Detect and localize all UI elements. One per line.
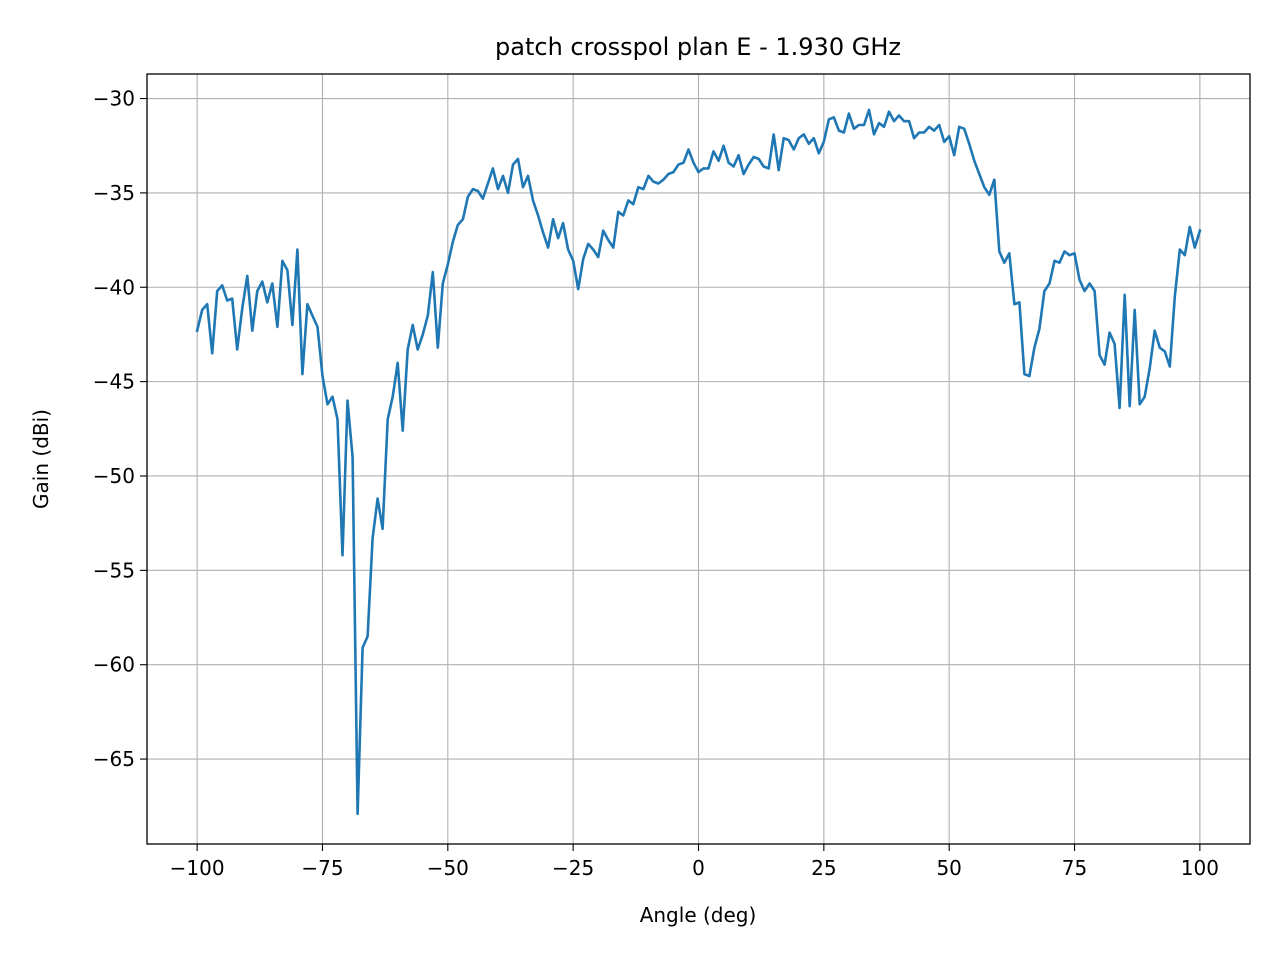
- x-tick-label: 0: [692, 856, 705, 880]
- x-tick-label: −75: [301, 856, 343, 880]
- y-tick-label: −40: [93, 275, 135, 299]
- x-tick-label: 100: [1181, 856, 1219, 880]
- x-axis-label: Angle (deg): [640, 903, 757, 927]
- y-tick-label: −35: [93, 181, 135, 205]
- x-tick-label: −25: [552, 856, 594, 880]
- x-tick-label: 75: [1062, 856, 1087, 880]
- y-tick-label: −60: [93, 653, 135, 677]
- x-tick-label: −100: [170, 856, 225, 880]
- y-tick-label: −45: [93, 370, 135, 394]
- x-tick-label: −50: [427, 856, 469, 880]
- x-tick-label: 25: [811, 856, 836, 880]
- y-tick-label: −55: [93, 558, 135, 582]
- grid: [147, 74, 1250, 844]
- y-tick-label: −50: [93, 464, 135, 488]
- y-tick-label: −65: [93, 747, 135, 771]
- chart-title: patch crosspol plan E - 1.930 GHz: [495, 33, 901, 61]
- y-tick-label: −30: [93, 87, 135, 111]
- y-axis: −30 −35 −40 −45 −50 −55 −60 −65: [93, 87, 147, 771]
- x-tick-label: 50: [936, 856, 961, 880]
- plot-area: [195, 108, 1202, 816]
- series-line: [195, 108, 1202, 816]
- x-axis: −100 −75 −50 −25 0 25 50 75 100: [170, 844, 1219, 880]
- y-axis-label: Gain (dBi): [29, 409, 53, 509]
